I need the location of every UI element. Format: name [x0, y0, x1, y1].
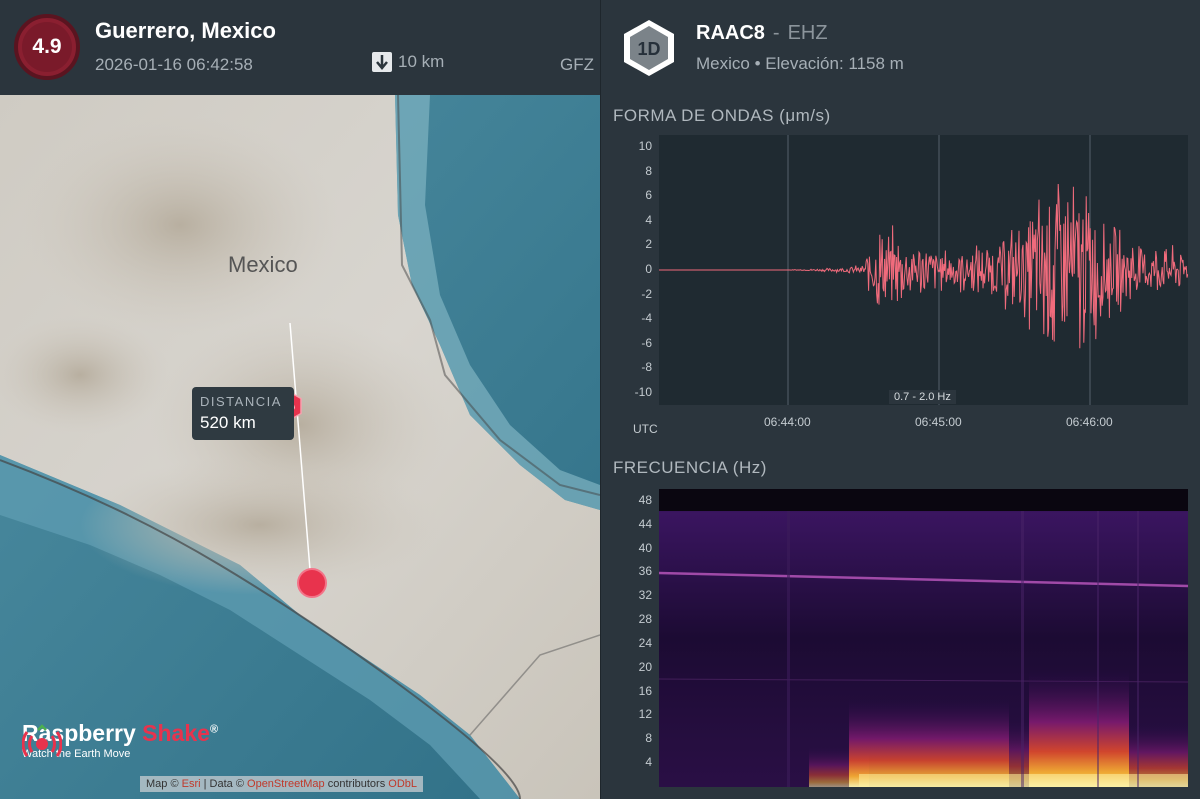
spectrogram-y-tick: 4: [645, 755, 652, 770]
waveform-title: FORMA DE ONDAS (μm/s): [613, 106, 831, 125]
waveform-y-tick: 4: [645, 212, 652, 227]
spectrogram-y-tick: 20: [638, 659, 652, 674]
station-channel: EHZ: [787, 22, 828, 44]
event-panel: 4.9 Guerrero, Mexico 2026-01-16 06:42:58…: [0, 0, 600, 799]
station-separator: -: [772, 22, 780, 44]
waveform-y-tick: 0: [645, 262, 652, 276]
map-view[interactable]: Mexico 1D DISTANCIA 520 km: [0, 95, 600, 799]
waveform-y-tick: 10: [638, 139, 652, 154]
event-header: 4.9 Guerrero, Mexico 2026-01-16 06:42:58…: [0, 0, 600, 95]
spectrogram-y-tick: 12: [638, 707, 652, 722]
map-region-label: Mexico: [228, 252, 298, 277]
waveform-chart[interactable]: [659, 135, 1189, 405]
station-location: Mexico • Elevación: 1158 m: [696, 54, 904, 73]
waveform-y-tick: -4: [641, 311, 652, 326]
waveform-y-tick: 2: [645, 237, 652, 252]
waveform-y-tick: -10: [634, 384, 652, 399]
distance-tooltip: DISTANCIA 520 km: [192, 387, 294, 440]
station-code: RAAC8: [696, 22, 765, 44]
logo-name-part-b: Shake: [142, 720, 210, 746]
waveform-x-axis-label: UTC: [633, 422, 658, 436]
spectrogram-y-tick: 36: [638, 564, 652, 579]
spectrogram-y-tick: 16: [638, 683, 652, 698]
station-badge: 1D: [621, 18, 677, 78]
spectrogram-y-tick: 28: [638, 612, 652, 627]
magnitude-badge: 4.9: [14, 14, 80, 80]
station-header: RAAC8- EHZ: [696, 22, 828, 45]
epicenter-marker[interactable]: [297, 568, 327, 598]
spectrogram-y-tick: 24: [638, 635, 652, 650]
waveform-y-tick: 8: [645, 163, 652, 178]
waveform-x-tick: 06:46:00: [1066, 415, 1113, 429]
event-depth-value: 10 km: [398, 52, 445, 71]
map-background: Mexico: [0, 95, 600, 799]
spectrogram-y-tick: 32: [638, 588, 652, 603]
attribution-suffix: contributors: [327, 778, 386, 790]
spectrogram-y-tick: 40: [638, 540, 652, 555]
logo-name: Raspberry Shake®: [22, 722, 218, 745]
station-badge-text: 1D: [637, 39, 660, 59]
spectrogram-y-tick: 48: [638, 492, 652, 507]
raspberry-shake-icon: [22, 724, 62, 757]
waveform-y-tick: -6: [641, 335, 652, 350]
distance-value: 520 km: [200, 413, 256, 432]
spectrogram-plot: [658, 489, 1189, 787]
attribution-data-link[interactable]: OpenStreetMap: [247, 778, 325, 790]
event-datetime: 2026-01-16 06:42:58: [95, 55, 253, 74]
event-depth: 10 km: [372, 52, 444, 72]
waveform-y-tick: -2: [641, 286, 652, 301]
spectrogram-y-tick: 44: [638, 516, 652, 531]
waveform-y-tick: 6: [645, 188, 652, 203]
distance-label: DISTANCIA: [200, 394, 282, 409]
waveform-filter-label: 0.7 - 2.0 Hz: [889, 390, 956, 404]
attribution-license-link[interactable]: ODbL: [388, 778, 418, 790]
waveform-plot: [659, 135, 1189, 405]
spectrogram-chart[interactable]: [658, 489, 1189, 787]
logo-tagline: Watch the Earth Move: [22, 748, 131, 760]
hexagon-badge-icon: 1D: [624, 20, 674, 76]
logo-registered-mark: ®: [209, 723, 219, 736]
logo-name-part-a: Raspberry: [22, 720, 136, 746]
attribution-data-prefix: | Data ©: [203, 778, 244, 790]
event-source: GFZ: [560, 55, 594, 74]
waveform-trace: [659, 183, 1189, 349]
event-location: Guerrero, Mexico: [95, 18, 276, 43]
spectrogram-y-tick: 8: [645, 731, 652, 746]
map-attribution: Map © Esri | Data © OpenStreetMap contri…: [140, 776, 424, 792]
attribution-map-prefix: Map ©: [146, 778, 179, 790]
waveform-x-tick: 06:45:00: [915, 415, 962, 429]
waveform-y-tick: -8: [641, 360, 652, 375]
waveform-x-tick: 06:44:00: [764, 415, 811, 429]
arrow-down-icon: [372, 52, 392, 72]
magnitude-value: 4.9: [22, 22, 72, 72]
raspberry-shake-logo: Raspberry Shake® Watch the Earth Move: [22, 722, 218, 760]
spectrogram-title: FRECUENCIA (Hz): [613, 458, 767, 477]
attribution-map-link[interactable]: Esri: [181, 778, 201, 790]
